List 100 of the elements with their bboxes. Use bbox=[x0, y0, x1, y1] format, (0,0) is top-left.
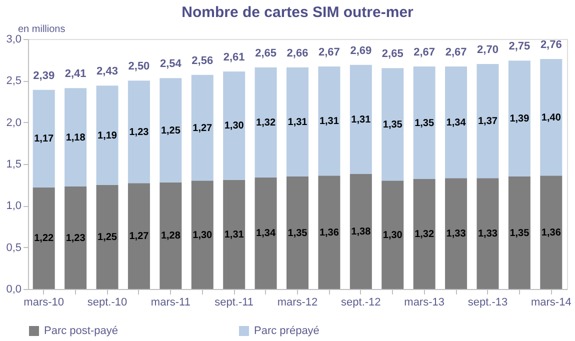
y-tick-label: 0,5 bbox=[6, 242, 22, 254]
data-label: 1,18 bbox=[66, 132, 86, 144]
data-label: 1,23 bbox=[66, 232, 86, 244]
data-label: 1,35 bbox=[382, 119, 403, 130]
total-label: 2,56 bbox=[192, 54, 214, 67]
bar bbox=[128, 183, 150, 289]
bar bbox=[286, 176, 308, 289]
x-tick-label: sept.-10 bbox=[87, 296, 128, 308]
bar bbox=[223, 72, 246, 180]
data-label: 1,30 bbox=[382, 230, 403, 241]
total-label: 2,67 bbox=[414, 46, 436, 58]
bar bbox=[350, 64, 372, 174]
data-label: 1,31 bbox=[319, 116, 340, 128]
x-tick-label: sept.-12 bbox=[341, 296, 381, 308]
x-tick-label: sept.-13 bbox=[468, 296, 508, 308]
bar bbox=[96, 184, 118, 289]
data-label: 1,34 bbox=[256, 228, 276, 240]
x-tick-label: mars-13 bbox=[404, 296, 444, 308]
total-label: 2,67 bbox=[318, 46, 340, 58]
bar bbox=[508, 176, 530, 289]
bar bbox=[540, 59, 562, 176]
total-label: 2,50 bbox=[128, 60, 150, 73]
bar bbox=[160, 182, 182, 289]
data-label: 1,32 bbox=[256, 117, 276, 128]
data-label: 1,38 bbox=[351, 226, 372, 238]
data-label: 1,35 bbox=[414, 118, 434, 129]
data-label: 1,37 bbox=[478, 116, 498, 128]
bar bbox=[318, 176, 340, 289]
bar bbox=[382, 180, 404, 289]
y-tick-label: 3,0 bbox=[6, 34, 22, 46]
bar bbox=[64, 186, 87, 289]
chart-title: Nombre de cartes SIM outre-mer bbox=[182, 4, 414, 21]
total-label: 2,67 bbox=[445, 46, 467, 58]
data-label: 1,33 bbox=[478, 228, 498, 240]
data-label: 1,31 bbox=[224, 229, 244, 240]
data-label: 1,30 bbox=[224, 120, 244, 132]
data-label: 1,31 bbox=[288, 116, 308, 128]
bar bbox=[254, 177, 277, 289]
data-label: 1,31 bbox=[351, 114, 372, 126]
bar bbox=[508, 60, 530, 176]
bar bbox=[32, 90, 55, 188]
data-label: 1,17 bbox=[34, 134, 54, 145]
y-tick-label: 1,5 bbox=[6, 158, 22, 170]
x-tick-label: mars-10 bbox=[24, 296, 64, 308]
data-label: 1,25 bbox=[98, 232, 118, 243]
bar bbox=[382, 68, 404, 181]
total-label: 2,65 bbox=[255, 47, 277, 60]
bar bbox=[223, 180, 246, 289]
data-label: 1,39 bbox=[510, 114, 530, 125]
bar bbox=[540, 176, 562, 289]
x-tick-label: mars-14 bbox=[530, 296, 572, 308]
total-label: 2,39 bbox=[33, 70, 55, 82]
bar bbox=[191, 180, 214, 289]
data-label: 1,28 bbox=[160, 230, 181, 242]
total-label: 2,70 bbox=[477, 44, 498, 56]
bar bbox=[64, 88, 87, 186]
data-label: 1,35 bbox=[510, 228, 530, 239]
y-tick-label: 0,0 bbox=[6, 284, 22, 296]
data-label: 1,33 bbox=[446, 228, 466, 240]
bar bbox=[191, 74, 214, 181]
bar bbox=[445, 66, 468, 178]
data-label: 1,25 bbox=[160, 125, 181, 136]
bar bbox=[286, 67, 308, 176]
total-label: 2,54 bbox=[160, 58, 182, 70]
bar bbox=[476, 178, 499, 289]
y-tick-label: 2,5 bbox=[6, 75, 22, 88]
bar bbox=[96, 86, 118, 185]
data-label: 1,30 bbox=[192, 230, 213, 241]
bar bbox=[32, 187, 55, 289]
y-axis-title: en millions bbox=[18, 24, 66, 35]
x-tick-label: sept.-11 bbox=[214, 296, 254, 308]
total-label: 2,41 bbox=[64, 68, 86, 80]
bar bbox=[254, 67, 277, 178]
data-label: 1,40 bbox=[541, 112, 562, 124]
bar bbox=[476, 64, 499, 178]
legend-label: Parc post-payé bbox=[44, 325, 118, 337]
data-label: 1,27 bbox=[192, 122, 213, 134]
y-tick-label: 1,0 bbox=[6, 200, 22, 212]
bar bbox=[445, 178, 468, 289]
data-label: 1,34 bbox=[446, 117, 466, 128]
bar bbox=[318, 66, 340, 176]
total-label: 2,65 bbox=[382, 48, 404, 60]
bar bbox=[413, 179, 436, 289]
data-label: 1,36 bbox=[541, 227, 562, 238]
data-label: 1,19 bbox=[98, 130, 118, 142]
total-label: 2,61 bbox=[223, 52, 245, 64]
data-label: 1,36 bbox=[319, 227, 340, 238]
bar bbox=[160, 78, 182, 182]
data-label: 1,32 bbox=[414, 229, 434, 240]
total-label: 2,75 bbox=[508, 40, 530, 53]
data-label: 1,27 bbox=[129, 231, 150, 242]
x-tick-label: mars-11 bbox=[150, 296, 190, 308]
bar bbox=[413, 66, 436, 179]
total-label: 2,76 bbox=[540, 39, 562, 51]
data-label: 1,22 bbox=[34, 233, 54, 244]
data-label: 1,23 bbox=[129, 126, 150, 138]
data-label: 1,35 bbox=[288, 228, 308, 239]
x-tick-label: mars-12 bbox=[277, 296, 318, 308]
total-label: 2,69 bbox=[350, 44, 372, 57]
bar bbox=[128, 80, 150, 184]
